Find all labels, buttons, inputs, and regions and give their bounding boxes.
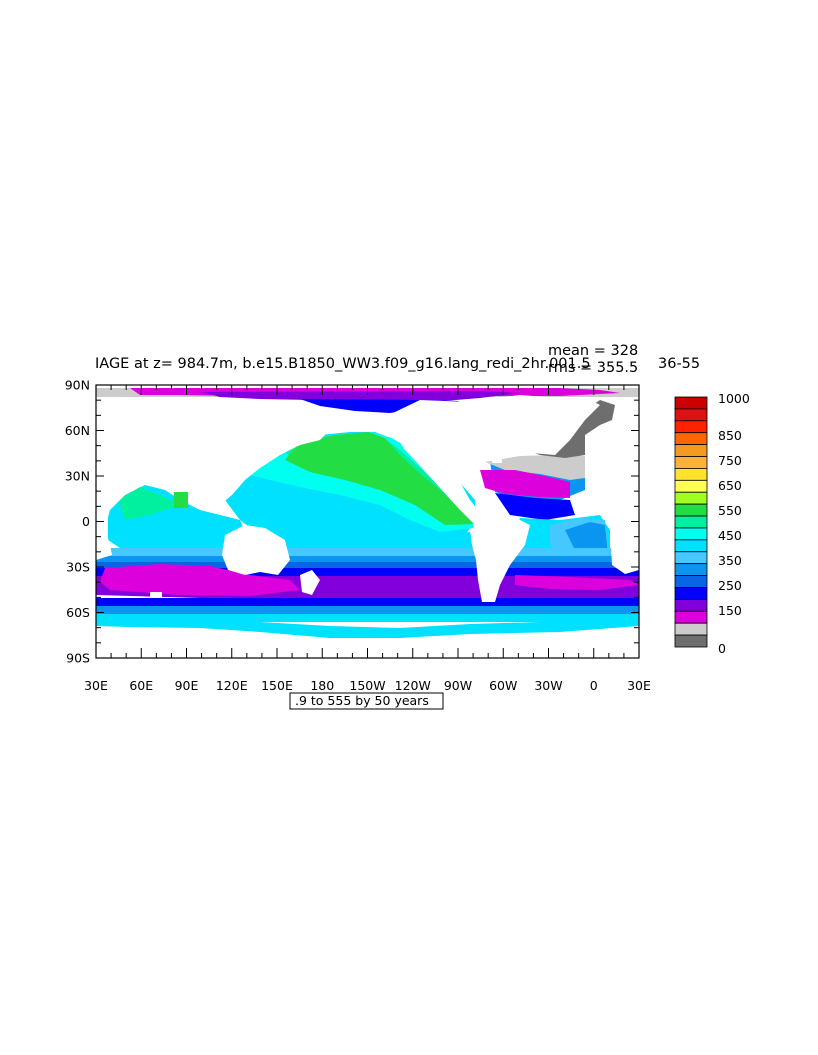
arabian-sea-green (174, 492, 188, 508)
lat-tick-label: 0 (82, 514, 90, 529)
indian-ocean-mint (118, 487, 180, 520)
longitude-axis: 30E 60E 90E 120E 150E 180 150W 120W 90W 60W 30W 0 30… (84, 385, 651, 693)
latitude-axis: 90N 60N 30N 0 30S 60S 90S (65, 378, 639, 666)
colorbar (674, 396, 708, 648)
colorbar-swatch (674, 491, 708, 505)
lon-tick-label: 150W (349, 678, 385, 693)
atlantic-north-grey (485, 455, 585, 480)
band-300 (96, 556, 639, 562)
south-america (470, 515, 530, 602)
colorbar-swatch (674, 432, 708, 446)
colorbar-label: 850 (718, 428, 742, 443)
lon-tick-label: 120E (216, 678, 248, 693)
lat-tick-label: 90N (65, 378, 90, 393)
colorbar-label: 0 (718, 641, 726, 656)
stats-mean: mean = 328 (548, 343, 638, 359)
lon-tick-label: 90W (444, 678, 472, 693)
map-title: IAGE at z= 984.7m, b.e15.B1850_WW3.f09_g… (95, 356, 591, 372)
colorbar-label: 650 (718, 478, 742, 493)
lat-tick-label: 60N (65, 423, 90, 438)
eurasia (96, 399, 330, 505)
minor-ticks (96, 385, 639, 658)
stats-rms: rms = 355.5 (548, 360, 638, 376)
antarctic-shelf-cyan (96, 614, 639, 638)
band-250 (96, 562, 639, 568)
australia (222, 525, 290, 575)
colorbar-swatch (674, 503, 708, 517)
lon-tick-label: 60E (129, 678, 153, 693)
north-pacific-green (285, 432, 474, 525)
colorbar-swatch (674, 456, 708, 469)
year-range: 36-55 (658, 356, 700, 372)
ocean-map (96, 385, 639, 658)
colorbar-swatch (674, 598, 708, 612)
north-america (388, 400, 490, 525)
band-100-indian (100, 564, 300, 596)
colorbar-label: 750 (718, 453, 742, 468)
lon-tick-label: 30E (627, 678, 651, 693)
contour-info-text: .9 to 555 by 50 years (295, 693, 429, 708)
lon-tick-label: 30E (84, 678, 108, 693)
lon-tick-label: 90E (175, 678, 199, 693)
colorbar-label: 250 (718, 578, 742, 593)
greenland (480, 395, 600, 455)
lon-tick-label: 0 (590, 678, 598, 693)
band-350 (96, 548, 639, 556)
colorbar-swatch (674, 396, 708, 410)
colorbar-label: 350 (718, 553, 742, 568)
colorbar-swatch (674, 444, 708, 457)
band-200-south (96, 598, 639, 606)
band-300-south (96, 606, 639, 614)
colorbar-swatch (674, 527, 708, 541)
lat-tick-label: 30N (65, 469, 90, 484)
contour-info-box (289, 692, 444, 710)
lon-tick-label: 30W (534, 678, 562, 693)
colorbar-swatch (674, 479, 708, 493)
colorbar-swatch (674, 622, 708, 636)
band-100-atlantic (515, 575, 639, 590)
atlantic-north-magenta (480, 470, 570, 498)
colorbar-label: 450 (718, 528, 742, 543)
africa (96, 478, 140, 560)
lon-tick-label: 180 (310, 678, 334, 693)
lat-tick-label: 60S (66, 605, 90, 620)
colorbar-swatch (674, 539, 708, 553)
lon-tick-label: 60W (489, 678, 517, 693)
island-cuba (492, 455, 502, 463)
colorbar-swatch (674, 551, 708, 565)
band-200 (96, 568, 639, 576)
colorbar-swatch (674, 515, 708, 529)
africa-east (585, 465, 639, 574)
equatorial-pacific-cyan (240, 520, 476, 553)
island-kerguelen (150, 592, 162, 598)
colorbar-label: 550 (718, 503, 742, 518)
arctic-violet-band (200, 391, 520, 403)
lat-tick-label: 90S (66, 651, 90, 666)
lat-tick-label: 30S (66, 560, 90, 575)
colorbar-swatch (674, 575, 708, 588)
colorbar-labels: 1000 850 750 650 550 450 350 250 150 0 (718, 391, 750, 656)
colorbar-swatch (674, 408, 708, 422)
lon-tick-label: 150E (261, 678, 293, 693)
colorbar-label: 1000 (718, 391, 750, 406)
colorbar-swatch (674, 587, 708, 600)
colorbar-label: 150 (718, 603, 742, 618)
colorbar-swatch (674, 610, 708, 624)
colorbar-swatch (674, 563, 708, 576)
colorbar-swatch (674, 420, 708, 434)
colorbar-swatch (674, 634, 708, 648)
atlantic-tropical-blue (495, 493, 575, 520)
new-zealand (300, 570, 320, 595)
colorbar-swatch (674, 468, 708, 481)
lon-tick-label: 120W (395, 678, 431, 693)
